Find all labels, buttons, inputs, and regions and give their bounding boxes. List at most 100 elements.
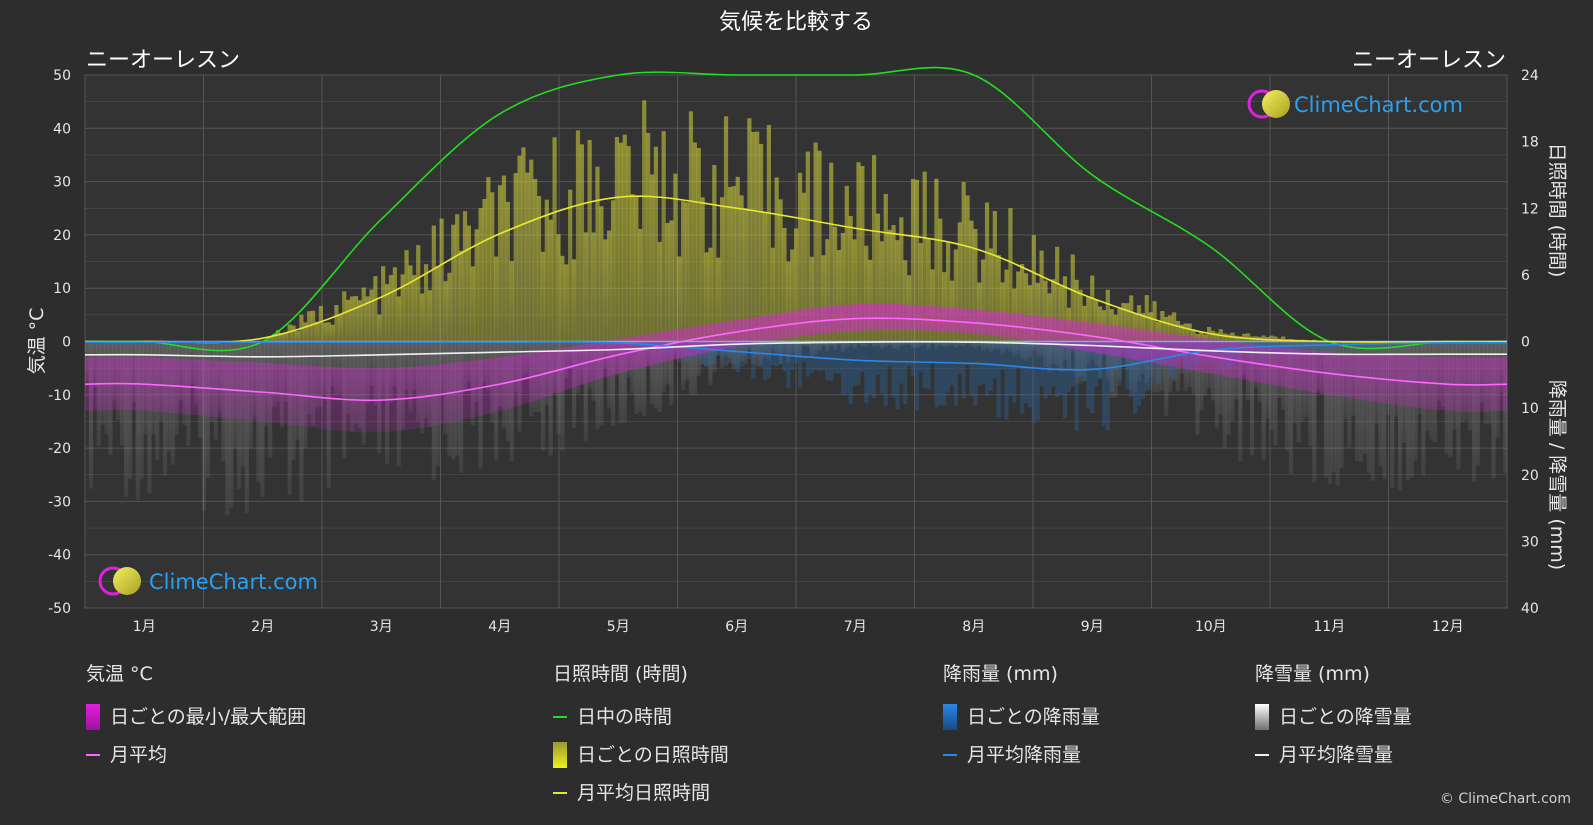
daily-rain-bar [1074,341,1079,431]
daily-sunshine-bar [708,247,713,342]
daily-rain-bar [1035,341,1040,420]
daily-rain-bar [973,341,978,406]
legend-daily-rain-label: 日ごとの降雨量 [967,706,1100,728]
daily-snow-bar [661,341,666,393]
daily-sunshine-bar [681,201,686,342]
daily-sunshine-bar [303,322,308,342]
daily-rain-bar [712,341,717,364]
daily-snow-bar [330,341,335,387]
daily-rain-bar [1366,341,1371,350]
daily-rain-bar [747,341,752,360]
daily-sunshine-bar [914,179,920,342]
daily-temp-range-band [85,303,1507,433]
daily-sunshine-bar [684,202,690,342]
daily-snow-bar [135,341,140,501]
daily-rain-bar [922,341,927,389]
daily-snow-bar [871,341,877,347]
daily-snow-bar [1261,341,1266,461]
y-axis-right-precipitation: 10 20 30 40 [1521,401,1539,617]
y-right-precip-tick-label: 40 [1521,601,1539,617]
daily-sunshine-bar [1238,336,1243,342]
daily-sunshine-bar [1086,296,1091,342]
daily-snow-bar [1168,341,1173,393]
daily-rain-bar [1308,341,1313,347]
daily-sunshine-bar [1199,331,1204,342]
daily-snow-bar [1039,341,1044,357]
daily-sunshine-bar [568,189,573,342]
daily-sunshine-bar [295,331,300,342]
daily-sunshine-bar [1031,235,1036,342]
daily-rain-bar [1351,341,1356,345]
daily-snow-bar [1047,341,1052,373]
daily-snow-bar [774,341,779,355]
daily-sunshine-bar [875,213,881,342]
legend-temp-range-label: 日ごとの最小/最大範囲 [110,706,307,728]
daily-snow-bar [1378,341,1383,467]
legend-daily-sun-label: 日ごとの日照時間 [577,744,729,766]
daily-sunshine-bar [310,310,316,342]
daily-rain-bar [1132,341,1138,415]
daily-snow-bar [852,341,857,349]
daily-sunshine-bar [988,248,994,342]
daily-rain-bar [801,341,807,362]
daily-sunshine-bar [1035,282,1040,342]
daily-sunshine-bar [388,275,394,342]
daily-snow-bar [848,341,853,346]
daily-rain-bar [786,341,791,389]
daily-snow-bar [583,341,588,442]
daily-rain-bar [735,341,740,373]
daily-rain-bar [1062,341,1068,418]
x-tick-label: 9月 [1081,619,1104,635]
daily-sunshine-bar [420,293,425,342]
daily-sunshine-bar [540,251,546,342]
daily-sunshine-bar [649,174,655,342]
daily-snow-bar [895,341,900,350]
daily-sunshine-bar [700,197,705,342]
daily-sunshine-bar [599,206,604,342]
daily-snow-bar [704,341,709,367]
daily-sunshine-bar [447,272,452,342]
daily-rain-bar [981,341,986,384]
daily-rain-bar [1043,341,1048,399]
daily-sunshine-bar [1179,324,1184,342]
daily-snow-bar [953,341,958,348]
y-left-tick-label: 30 [53,175,71,191]
legend-temp-avg-swatch [86,754,100,756]
daily-snow-bar [1117,341,1122,380]
daily-snow-bar [957,341,962,347]
x-tick-label: 7月 [844,619,867,635]
daily-sunshine-bar [455,214,460,342]
daily-sunshine-bar [1055,246,1060,342]
daily-sunshine-bar [790,249,795,342]
daily-rain-bar [1016,341,1021,368]
daily-sunshine-bar [334,304,339,342]
daily-snow-bar [864,341,869,347]
daily-snow-bar [1339,341,1344,469]
daily-sunshine-bar [361,287,366,342]
daily-rain-bar [1374,341,1379,349]
y-axis-right-bottom-label: 降雨量 / 降雪量 (mm) [1546,380,1568,570]
legend-snow: 降雪量 (mm) 日ごとの降雪量 月平均降雪量 [1255,660,1412,774]
daily-snow-bar [560,341,565,451]
daily-sunshine-bar [459,250,464,342]
daily-sunshine-bar [1094,299,1099,342]
daily-sunshine-bar [626,146,631,342]
legend-daylight-swatch [553,716,567,718]
daily-rain-bar [1070,341,1075,387]
daily-snow-bar [1105,341,1110,381]
daily-snow-bar [1152,341,1157,393]
y-axis-right-top-label: 日照時間 (時間) [1546,143,1568,278]
legend-snow-avg-item: 月平均降雪量 [1255,736,1412,774]
daily-sunshine-bar [365,296,370,342]
daily-snow-bar [1094,341,1099,366]
daily-sunshine-bar [1245,333,1251,342]
daily-sunshine-bar [720,197,725,342]
daily-rain-bar [805,341,810,377]
daily-snow-bar [938,341,943,346]
daily-rain-bar [797,341,803,388]
daily-sunshine-bar [497,185,503,342]
daily-sunshine-bar [926,238,931,342]
daily-sunshine-bar [762,212,768,342]
daily-snow-bar [926,341,931,350]
daily-rain-bar [907,341,912,367]
